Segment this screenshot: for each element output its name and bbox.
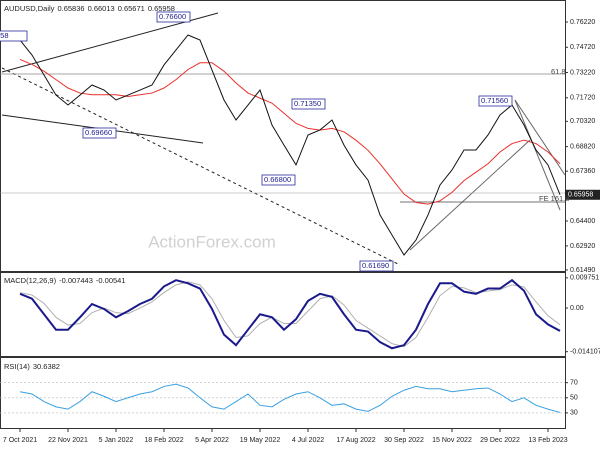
y-tick-label: -0.014107	[570, 349, 600, 356]
annotation: 0.66800	[264, 175, 291, 184]
trend-lines	[0, 12, 566, 266]
y-tick-label: 0.73220	[570, 69, 595, 76]
y-tick-label: 30	[570, 410, 578, 417]
watermark: ActionForex.com	[148, 232, 276, 251]
header-value: -0.007443	[59, 276, 93, 285]
x-tick-label: 19 May 2022	[240, 437, 281, 444]
x-tick-label: 4 Jul 2022	[292, 437, 324, 444]
x-tick-label: 30 Sep 2022	[384, 437, 424, 444]
last-price-label: 0.65958	[568, 192, 593, 199]
last-price-box	[565, 189, 600, 200]
x-tick-label: 29 Dec 2022	[480, 437, 520, 444]
x-tick-label: 18 Feb 2022	[144, 437, 183, 444]
rsi-panel	[0, 357, 566, 429]
trend-line	[1, 12, 219, 73]
trend-line	[1, 67, 401, 266]
y-tick-label: 0.62920	[570, 243, 595, 250]
header-value: 0.65958	[148, 4, 175, 13]
x-tick-label: 7 Oct 2021	[3, 437, 37, 444]
annotation-box	[291, 98, 326, 110]
y-tick-label: 0.009751	[570, 275, 599, 282]
panel-title-text: MACD(12,26,9)	[4, 276, 57, 285]
panel-title-text: AUDUSD,Daily	[4, 4, 55, 13]
trend-line	[409, 139, 531, 251]
x-tick-label: 13 Feb 2023	[528, 437, 567, 444]
annotation: FE 161.8	[539, 194, 569, 203]
trend-line	[514, 99, 561, 211]
y-tick-label: 0.71720	[570, 95, 595, 102]
y-tick-label: 0.76220	[570, 19, 595, 26]
annotation-box	[261, 174, 296, 186]
panel-title-text: RSI(14)	[4, 362, 30, 371]
trend-line	[514, 99, 566, 176]
y-tick-label: 0.74720	[570, 44, 595, 51]
panel-title: RSI(14) 30.6382	[4, 362, 60, 371]
x-tick-label: 17 Aug 2022	[336, 437, 375, 444]
y-tick-label: 0.70320	[570, 118, 595, 125]
x-tick-label: 5 Jan 2022	[99, 437, 134, 444]
annotation: 0.76600	[159, 12, 186, 21]
header-value: -0.00541	[96, 276, 126, 285]
series-line	[19, 34, 561, 256]
annotation: 61.8	[551, 67, 566, 76]
y-tick-label: 50	[570, 395, 578, 402]
header-value: 0.65836	[57, 4, 84, 13]
annotation-box	[0, 30, 28, 42]
y-tick-label: 0.68820	[570, 143, 595, 150]
y-tick-label: 0.64400	[570, 218, 595, 225]
annotation-box	[82, 127, 117, 139]
x-tick-label: 15 Nov 2022	[432, 437, 472, 444]
y-tick-label: 0.67360	[570, 168, 595, 175]
panel-title: AUDUSD,Daily 0.65836 0.66013 0.65671 0.65958	[4, 4, 175, 13]
annotation-box	[478, 95, 513, 107]
annotation: 558	[0, 31, 9, 40]
annotation: 0.61690	[362, 261, 389, 270]
header-value: 0.65671	[118, 4, 145, 13]
annotation-box	[156, 11, 191, 23]
x-tick-label: 5 Apr 2022	[195, 437, 229, 444]
price-panel	[0, 0, 566, 272]
series-line	[19, 278, 561, 350]
x-tick-label: 22 Nov 2021	[48, 437, 88, 444]
header-value: 0.66013	[88, 4, 115, 13]
panel-title: MACD(12,26,9) -0.007443 -0.00541	[4, 276, 126, 285]
y-tick-label: 0.00	[570, 305, 584, 312]
annotation: 0.69660	[85, 128, 112, 137]
series-line	[19, 383, 561, 413]
annotation-box	[359, 260, 394, 272]
y-tick-label: 70	[570, 380, 578, 387]
y-tick-label: 0.61490	[570, 267, 595, 274]
header-value: 30.6382	[33, 362, 60, 371]
annotation: 0.71560	[481, 96, 508, 105]
macd-panel	[0, 272, 566, 357]
annotation: 0.71350	[294, 99, 321, 108]
